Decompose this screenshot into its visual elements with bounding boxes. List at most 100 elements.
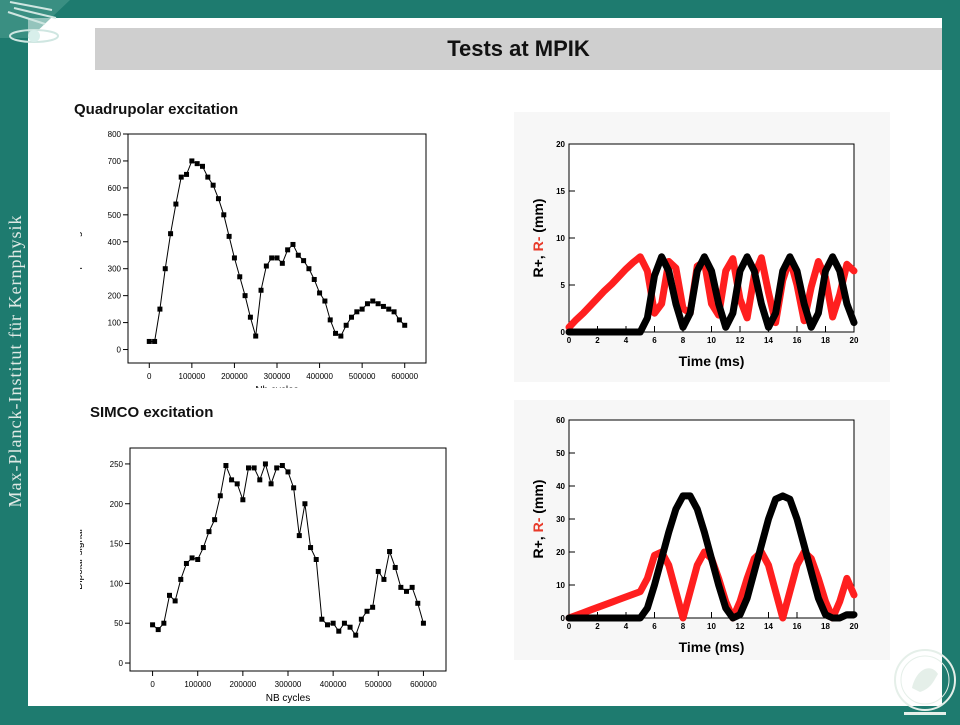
data-point — [240, 497, 246, 503]
data-point — [178, 174, 184, 180]
data-point — [263, 263, 269, 269]
data-point — [766, 517, 771, 521]
y-tick-label: 30 — [556, 515, 565, 524]
x-axis-label: Nb cycles — [255, 385, 298, 388]
data-point — [274, 255, 280, 261]
x-tick-label: 100000 — [184, 680, 211, 689]
data-point — [809, 569, 814, 574]
data-point — [802, 318, 807, 323]
data-point — [773, 311, 778, 316]
data-point — [574, 330, 579, 334]
data-point — [200, 163, 205, 169]
data-point — [688, 589, 693, 594]
data-point — [823, 612, 828, 617]
data-point — [349, 314, 354, 320]
data-point — [301, 258, 307, 264]
data-point — [673, 266, 678, 271]
data-point — [162, 266, 168, 272]
data-point — [205, 174, 211, 180]
data-point — [723, 325, 728, 330]
data-point — [816, 311, 821, 316]
series-line — [152, 462, 424, 637]
data-point — [759, 255, 764, 260]
data-point — [313, 557, 319, 562]
data-point — [354, 309, 360, 315]
data-point — [588, 330, 593, 334]
data-point — [269, 255, 275, 261]
data-point — [296, 533, 302, 539]
data-point — [852, 612, 856, 617]
data-point — [330, 620, 336, 626]
x-tick-label: 14 — [764, 336, 773, 345]
data-point — [295, 252, 301, 258]
data-point — [638, 254, 643, 259]
data-point — [681, 493, 685, 498]
data-point — [380, 303, 386, 309]
data-point — [759, 543, 764, 548]
data-point — [809, 284, 814, 289]
data-point — [581, 311, 586, 316]
mpik-emblem-icon — [0, 0, 70, 43]
quad-chart: 0 100000 200000 300000 400000 500000 600000 0 10… — [80, 130, 427, 388]
data-point — [343, 322, 349, 328]
data-point — [172, 598, 178, 604]
data-point — [702, 550, 707, 554]
y-tick-label: 10 — [556, 234, 565, 243]
y-axis-label: R+, R- (mm) — [530, 199, 546, 278]
data-point — [178, 576, 184, 582]
time-chart-top: 0 2 4 6 8 10 12 14 16 18 20 0 5 10 15 20 Time (ms) R+, R-… — [530, 140, 859, 369]
data-point — [666, 268, 671, 273]
data-point — [787, 497, 792, 502]
data-point — [638, 616, 643, 620]
data-point — [234, 481, 240, 487]
data-point — [262, 461, 268, 467]
data-point — [588, 303, 593, 308]
data-point — [795, 517, 799, 521]
data-point — [809, 325, 814, 330]
data-point — [645, 315, 650, 320]
y-tick-label: 250 — [110, 460, 124, 469]
data-point — [688, 493, 693, 498]
time-chart-bottom: 0 2 4 6 8 10 12 14 16 18 20 0 10 20 30 40 50 60 Time (ms) R… — [530, 416, 859, 655]
data-point — [152, 338, 158, 344]
x-tick-label: 10 — [707, 622, 716, 631]
data-point — [844, 576, 849, 581]
y-tick-label: 300 — [108, 265, 122, 274]
y-tick-label: 200 — [108, 292, 122, 301]
data-point — [341, 620, 347, 626]
data-point — [787, 589, 792, 594]
data-point — [830, 254, 835, 259]
data-point — [823, 599, 828, 604]
data-point — [409, 584, 415, 590]
data-point — [308, 545, 314, 551]
data-point — [816, 259, 821, 264]
data-point — [237, 274, 243, 280]
x-tick-label: 10 — [707, 336, 716, 345]
plot-frame — [568, 419, 855, 619]
y-tick-label: 600 — [108, 184, 122, 193]
y-tick-label: 150 — [110, 540, 124, 549]
data-point — [716, 583, 721, 587]
data-point — [844, 612, 849, 617]
data-point — [716, 301, 721, 306]
x-tick-label: 600000 — [391, 372, 418, 381]
x-tick-label: 4 — [624, 622, 629, 631]
data-point — [358, 616, 364, 622]
data-point — [364, 301, 370, 307]
y-tick-label: 800 — [108, 130, 122, 139]
data-point — [652, 311, 657, 316]
data-point — [317, 290, 323, 296]
quad-label: Quadrupolar excitation — [74, 101, 239, 118]
data-point — [738, 268, 742, 273]
data-point — [581, 616, 586, 620]
data-point — [730, 616, 735, 620]
data-point — [609, 282, 614, 287]
x-tick-label: 600000 — [410, 680, 437, 689]
data-point — [638, 589, 643, 594]
data-point — [738, 612, 742, 617]
data-point — [370, 298, 376, 304]
data-point — [189, 555, 195, 561]
data-point — [723, 268, 728, 273]
data-point — [766, 325, 771, 330]
data-point — [157, 306, 163, 312]
